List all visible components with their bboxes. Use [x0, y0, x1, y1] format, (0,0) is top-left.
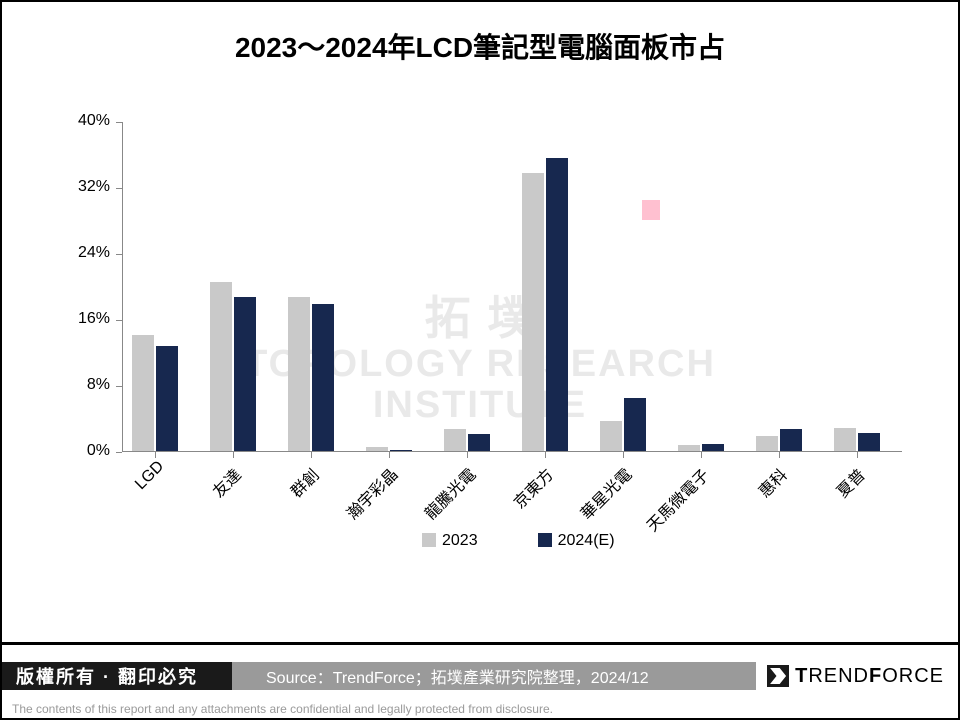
trendforce-icon: [767, 665, 789, 687]
legend-item: 2024(E): [538, 532, 615, 550]
source-bar: Source：TrendForce；拓墣產業研究院整理，2024/12: [232, 662, 756, 690]
bar: [858, 433, 880, 452]
x-tick-mark: [467, 452, 468, 458]
x-tick-mark: [389, 452, 390, 458]
bar: [234, 297, 256, 452]
chart-title: 2023～2024年LCD筆記型電腦面板市占: [2, 26, 958, 66]
category-label: 友達: [206, 462, 246, 502]
y-tick-label: 32%: [50, 178, 110, 196]
disclaimer-text: The contents of this report and any atta…: [12, 702, 553, 716]
legend-label: 2023: [442, 532, 478, 549]
bar: [624, 398, 646, 452]
y-tick-label: 24%: [50, 244, 110, 262]
y-tick-mark: [116, 386, 122, 387]
legend-label: 2024(E): [558, 532, 615, 549]
x-tick-mark: [701, 452, 702, 458]
y-axis: [122, 122, 123, 452]
bar: [312, 304, 334, 453]
x-tick-mark: [779, 452, 780, 458]
category-label: LGD: [132, 458, 168, 494]
x-axis: [122, 451, 902, 452]
copyright-bar: 版權所有 · 翻印必究: [2, 662, 232, 690]
category-label: 華星光電: [574, 462, 636, 524]
x-tick-mark: [233, 452, 234, 458]
y-tick-mark: [116, 320, 122, 321]
legend-item: 2023: [422, 532, 478, 550]
annotation-box: [642, 200, 660, 220]
category-label: 夏普: [830, 462, 870, 502]
bar: [156, 346, 178, 452]
bar: [444, 429, 466, 452]
y-tick-label: 16%: [50, 310, 110, 328]
bar: [210, 282, 232, 452]
bar: [546, 158, 568, 452]
y-tick-mark: [116, 452, 122, 453]
brand-logo: TRENDFORCE: [767, 662, 944, 690]
bar: [780, 429, 802, 452]
footer: 版權所有 · 翻印必究 Source：TrendForce；拓墣產業研究院整理，…: [2, 662, 958, 690]
brand-text: TRENDFORCE: [795, 665, 944, 688]
category-label: 惠科: [752, 462, 792, 502]
legend-swatch: [538, 533, 552, 547]
category-label: 瀚宇彩晶: [340, 462, 402, 524]
bar: [600, 421, 622, 452]
y-tick-mark: [116, 254, 122, 255]
category-label: 天馬微電子: [640, 462, 714, 536]
y-tick-label: 8%: [50, 376, 110, 394]
category-label: 群創: [284, 462, 324, 502]
divider: [2, 642, 958, 645]
x-tick-mark: [623, 452, 624, 458]
y-tick-label: 40%: [50, 112, 110, 130]
category-label: 京東方: [507, 462, 558, 513]
copyright-text: 版權所有 · 翻印必究: [16, 663, 198, 689]
y-tick-label: 0%: [50, 442, 110, 460]
x-tick-mark: [857, 452, 858, 458]
y-tick-mark: [116, 188, 122, 189]
chart-frame: 2023～2024年LCD筆記型電腦面板市占 拓 墣 TOPOLOGY RESE…: [0, 0, 960, 720]
legend: 2023 2024(E): [422, 532, 615, 550]
source-text: Source：TrendForce；拓墣產業研究院整理，2024/12: [266, 664, 649, 688]
x-tick-mark: [545, 452, 546, 458]
bars-layer: [122, 122, 902, 452]
bar: [756, 436, 778, 452]
bar: [132, 335, 154, 452]
y-tick-mark: [116, 122, 122, 123]
legend-swatch: [422, 533, 436, 547]
x-tick-mark: [311, 452, 312, 458]
bar: [288, 297, 310, 452]
category-label: 龍騰光電: [418, 462, 480, 524]
bar: [834, 428, 856, 452]
bar: [522, 173, 544, 452]
bar: [468, 434, 490, 452]
plot-area: 0%8%16%24%32%40%LGD友達群創瀚宇彩晶龍騰光電京東方華星光電天馬…: [122, 122, 902, 452]
